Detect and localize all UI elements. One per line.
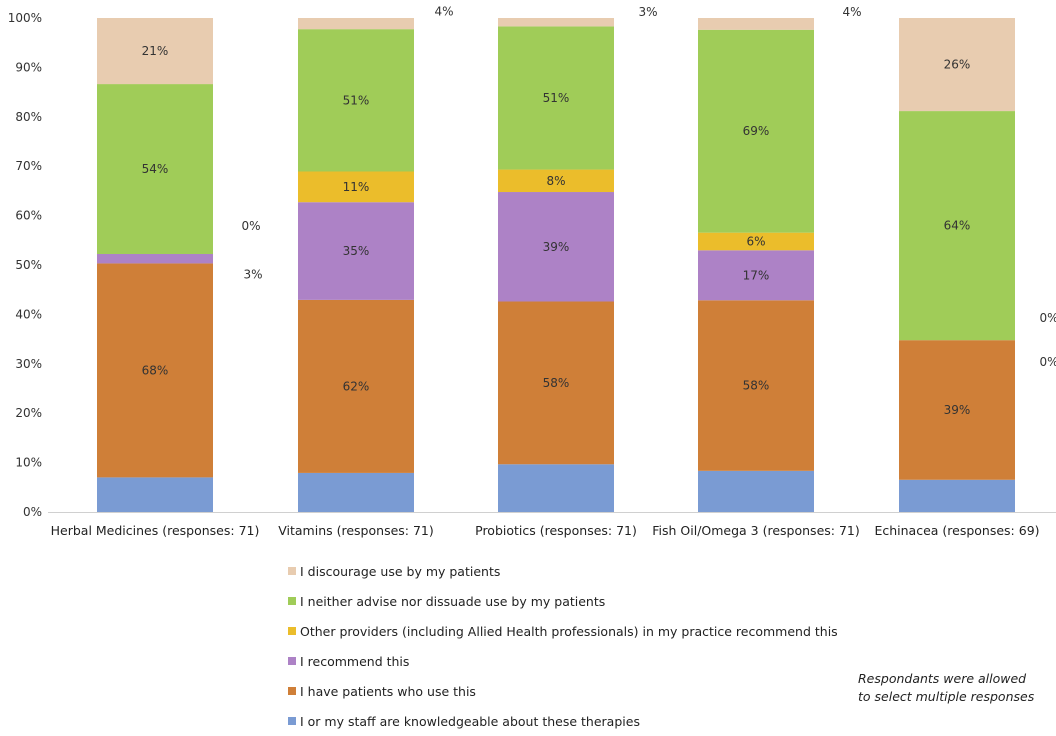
legend-swatch [288, 657, 296, 665]
bar-segment [899, 18, 1015, 112]
legend-swatch [288, 597, 296, 605]
data-label: 17% [743, 268, 770, 282]
y-tick-label: 90% [15, 60, 42, 74]
bar-segment [97, 477, 213, 512]
bar-segment [298, 18, 414, 30]
data-label: 4% [434, 5, 453, 19]
x-axis: Herbal Medicines (responses: 71) Vitamins… [51, 523, 1040, 538]
legend-label: I recommend this [300, 653, 410, 669]
bar-segment [298, 171, 414, 203]
legend-item: I neither advise nor dissuade use by my … [288, 586, 838, 616]
bar-segment [698, 470, 814, 512]
y-tick-label: 10% [15, 456, 42, 470]
bar-segment [97, 18, 213, 85]
y-tick-label: 30% [15, 357, 42, 371]
bar-segment [498, 192, 614, 302]
data-label: 58% [543, 376, 570, 390]
y-tick-label: 60% [15, 209, 42, 223]
category-label: Vitamins (responses: 71) [278, 523, 434, 538]
y-tick-label: 0% [23, 505, 42, 519]
data-label: 4% [842, 5, 861, 19]
bar-segment [298, 29, 414, 172]
data-label: 11% [343, 180, 370, 194]
legend-swatch [288, 567, 296, 575]
legend-item: I discourage use by my patients [288, 556, 838, 586]
data-label: 0% [1039, 355, 1056, 369]
data-label: 0% [1039, 311, 1056, 325]
data-label: 64% [944, 219, 971, 233]
bar-segment [97, 263, 213, 478]
data-label: 51% [543, 91, 570, 105]
bar-segment [498, 301, 614, 465]
data-label: 21% [142, 44, 169, 58]
y-tick-label: 20% [15, 406, 42, 420]
data-label: 69% [743, 124, 770, 138]
y-tick-label: 100% [8, 11, 42, 25]
bars [97, 18, 1015, 512]
legend-swatch [288, 627, 296, 635]
data-label: 39% [944, 403, 971, 417]
bar-segment [498, 26, 614, 170]
data-label: 3% [638, 5, 657, 19]
data-label: 26% [944, 58, 971, 72]
y-tick-label: 40% [15, 307, 42, 321]
legend-label: Other providers (including Allied Health… [300, 623, 838, 639]
bar-segment [298, 472, 414, 512]
bar-segment [698, 29, 814, 233]
legend-label: I discourage use by my patients [300, 563, 501, 579]
data-label: 68% [142, 363, 169, 377]
bar-segment [698, 300, 814, 471]
legend-label: I neither advise nor dissuade use by my … [300, 593, 606, 609]
bar-segment [97, 84, 213, 254]
legend: I discourage use by my patients I neither… [288, 556, 838, 736]
multiple-responses-note: Respondants were allowed to select multi… [858, 671, 1035, 704]
legend-item: Other providers (including Allied Health… [288, 616, 838, 646]
data-label: 51% [343, 93, 370, 107]
data-label: 58% [743, 379, 770, 393]
legend-item: I have patients who use this [288, 676, 838, 706]
legend-item: I recommend this [288, 646, 838, 676]
bar-segment [899, 111, 1015, 341]
data-label: 6% [746, 234, 765, 248]
category-label: Probiotics (responses: 71) [475, 523, 637, 538]
bar-segment [298, 299, 414, 473]
y-tick-label: 70% [15, 159, 42, 173]
bar-segment [698, 250, 814, 301]
bar-segment [899, 479, 1015, 512]
y-tick-label: 50% [15, 258, 42, 272]
bar-segment [498, 169, 614, 193]
legend-label: I or my staff are knowledgeable about th… [300, 713, 640, 729]
legend-item: I or my staff are knowledgeable about th… [288, 706, 838, 736]
category-label: Herbal Medicines (responses: 71) [51, 523, 260, 538]
data-labels: 68% 3% 0% 54% 21% 62% 35% 11% 51% 4% 58% 39% 8% 51% 3%… [142, 5, 1056, 417]
stacked-bar-chart: 0%10%20%30%40%50%60%70%80%90%100% 68%3%0… [8, 5, 1056, 538]
data-label: 39% [543, 240, 570, 254]
data-label: 54% [142, 162, 169, 176]
y-tick-label: 80% [15, 110, 42, 124]
legend-swatch [288, 717, 296, 725]
category-label: Fish Oil/Omega 3 (responses: 71) [652, 523, 860, 538]
data-label: 35% [343, 244, 370, 258]
bar-segment [298, 202, 414, 300]
bar-segment [498, 464, 614, 512]
bar-segment [698, 18, 814, 30]
data-label: 8% [546, 174, 565, 188]
data-label: 3% [243, 268, 262, 282]
category-label: Echinacea (responses: 69) [874, 523, 1039, 538]
bar-segment [698, 232, 814, 251]
bar-segment [498, 18, 614, 27]
bar-segment [899, 340, 1015, 480]
legend-swatch [288, 687, 296, 695]
legend-label: I have patients who use this [300, 683, 476, 699]
data-label: 0% [241, 219, 260, 233]
data-label: 62% [343, 379, 370, 393]
bar-segment [97, 253, 213, 264]
y-axis: 0% 10% 20% 30% 40% 50% 60% 70% 80% 90% 100% [8, 11, 1056, 519]
